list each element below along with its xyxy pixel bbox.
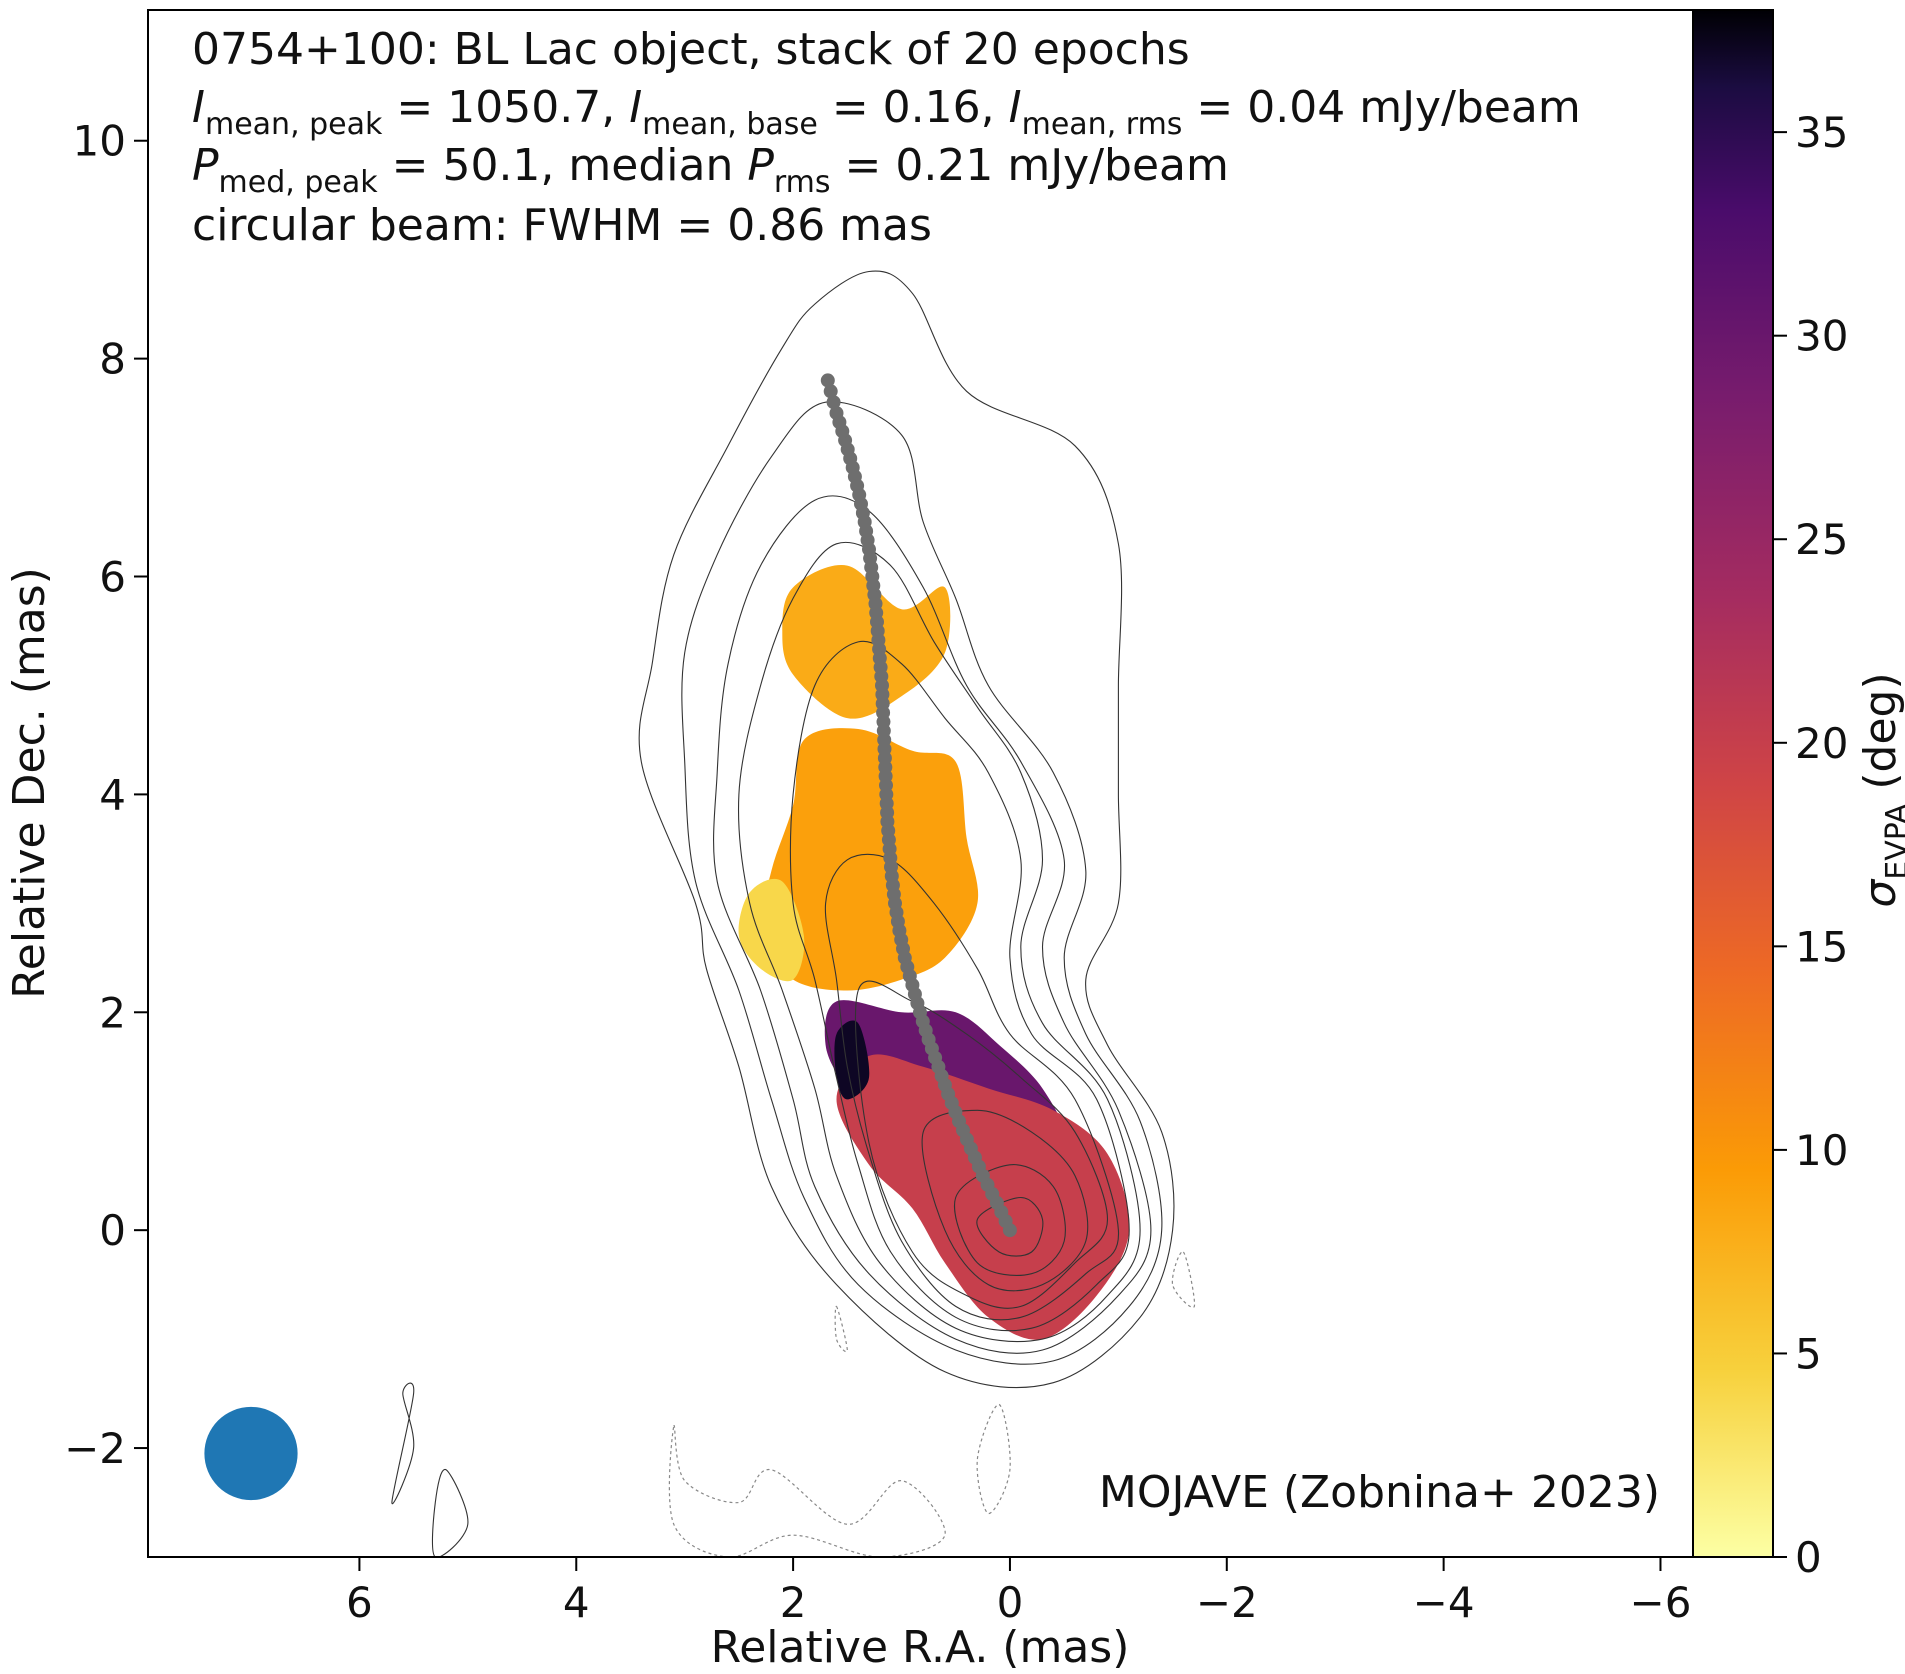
y-axis-ticks: −2 0 2 4 6 8 10 [64, 117, 148, 1473]
x-tick-label: −2 [1196, 1578, 1258, 1627]
x-axis-ticks: 6 4 2 0 −2 −4 −6 [346, 1557, 1691, 1627]
contour-3 [713, 495, 1152, 1354]
contour-7 [855, 980, 1109, 1309]
y-tick-label: −2 [64, 1424, 126, 1473]
colorbar-tick-label: 30 [1795, 312, 1848, 361]
contour-5 [789, 640, 1130, 1332]
colorbar-tick-label: 15 [1795, 922, 1848, 971]
contour-16 [1171, 1251, 1196, 1309]
title-line-1: 0754+100: BL Lac object, stack of 20 epo… [192, 24, 1190, 75]
colorbar-tick-label: 0 [1795, 1533, 1822, 1582]
polarization-region-2 [759, 728, 979, 991]
beam-ellipse [204, 1406, 298, 1501]
contour-1 [638, 270, 1175, 1389]
contour-14 [976, 1403, 1011, 1514]
beam-circle [204, 1406, 298, 1501]
title-line-3: Pmed, peak = 50.1, median Prms = 0.21 mJ… [192, 140, 1229, 200]
x-tick-label: 0 [997, 1578, 1024, 1627]
colorbar-tick-label: 25 [1795, 515, 1848, 564]
contour-10 [976, 1196, 1044, 1257]
polarization-heatmap [738, 565, 1130, 1340]
contour-9 [954, 1164, 1066, 1276]
ridgeline-point [829, 406, 844, 421]
x-tick-label: −6 [1630, 1578, 1692, 1627]
jet-ridgeline [820, 373, 1017, 1238]
polarization-region-5 [836, 1054, 1130, 1340]
y-tick-label: 0 [99, 1206, 126, 1255]
ridgeline-point [826, 395, 841, 410]
y-axis-label: Relative Dec. (mas) [4, 567, 55, 999]
colorbar-gradient [1692, 9, 1774, 1558]
y-tick-label: 10 [73, 117, 126, 166]
x-tick-label: 6 [346, 1578, 373, 1627]
y-tick-label: 8 [99, 335, 126, 384]
x-tick-label: 2 [780, 1578, 807, 1627]
colorbar-label: σEVPA (deg) [1855, 672, 1905, 907]
contour-13 [668, 1425, 946, 1557]
contour-2 [681, 401, 1163, 1365]
contour-12 [431, 1469, 469, 1557]
contour-4 [738, 541, 1141, 1343]
colorbar-tick-label: 35 [1795, 108, 1848, 157]
y-tick-label: 2 [99, 988, 126, 1037]
ridgeline-point [823, 384, 838, 399]
colorbar: 0 5 10 15 20 25 30 35 σEVPA (deg) [1692, 9, 1905, 1582]
contour-6 [824, 853, 1119, 1321]
ridgeline-point [820, 373, 835, 388]
intensity-contours [391, 270, 1196, 1557]
y-tick-label: 4 [99, 770, 126, 819]
y-tick-label: 6 [99, 553, 126, 602]
contour-8 [921, 1109, 1089, 1292]
x-axis-label: Relative R.A. (mas) [711, 1622, 1130, 1673]
colorbar-tick-label: 5 [1795, 1329, 1822, 1378]
plot-area [147, 9, 1694, 1558]
x-tick-label: 4 [563, 1578, 590, 1627]
x-tick-label: −4 [1413, 1578, 1475, 1627]
title-line-2: Imean, peak = 1050.7, Imean, base = 0.16… [192, 82, 1581, 142]
colorbar-ticks: 0 5 10 15 20 25 30 35 [1773, 108, 1848, 1582]
contour-11 [391, 1382, 415, 1505]
chart-title-block: 0754+100: BL Lac object, stack of 20 epo… [192, 24, 1581, 251]
credit-label: MOJAVE (Zobnina+ 2023) [1099, 1467, 1660, 1518]
colorbar-tick-label: 20 [1795, 719, 1848, 768]
polarization-region-3 [738, 878, 805, 982]
title-line-4: circular beam: FWHM = 0.86 mas [192, 200, 932, 251]
colorbar-tick-label: 10 [1795, 1126, 1848, 1175]
